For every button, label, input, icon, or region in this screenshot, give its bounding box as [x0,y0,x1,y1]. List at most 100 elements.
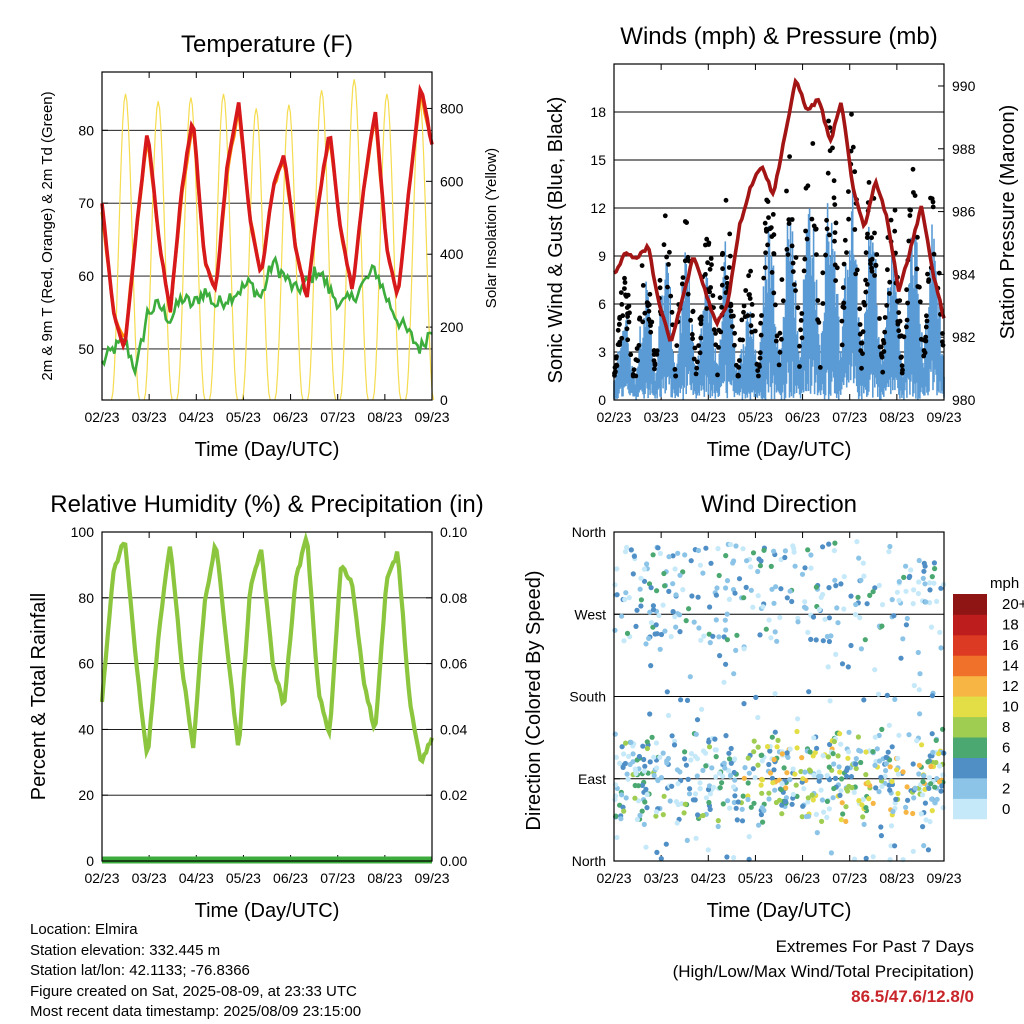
direction-point [814,830,820,836]
direction-point [741,775,747,781]
direction-point [916,771,922,777]
direction-point [883,754,889,761]
direction-point [693,835,699,841]
direction-point [644,791,650,798]
direction-point [767,748,773,754]
direction-point [876,732,882,739]
y-right-tick-label: 0.04 [440,721,467,737]
gust-point [863,289,869,295]
gust-point [930,204,936,210]
gust-point [741,303,747,309]
direction-point [925,847,932,853]
direction-point [708,560,714,566]
direction-point [655,545,661,551]
direction-point [728,541,734,548]
direction-point [918,811,924,817]
gust-point [688,317,693,323]
direction-point [794,728,800,735]
direction-point [879,602,886,608]
direction-point [853,761,859,767]
direction-point [623,590,629,596]
gust-point [728,308,734,314]
gust-point [786,217,792,223]
direction-point [809,792,815,798]
direction-point [664,689,670,695]
gust-point [849,111,854,117]
direction-point [707,791,714,797]
gust-point [793,288,798,293]
y-tick-label: 9 [598,248,606,264]
direction-point [915,590,922,597]
location-text: Location: Elmira [30,921,138,938]
direction-point [644,805,650,811]
gust-point [777,330,783,336]
gust-point [841,305,847,310]
gust-point [720,252,725,257]
direction-point [826,638,833,645]
gust-point [846,189,851,195]
plot-frame [101,531,433,862]
direction-point [832,540,838,546]
y-tick-label: North [572,524,606,540]
gust-point [741,309,746,315]
y-right-tick-label: 984 [952,266,976,282]
colorbar-swatch [953,716,987,738]
direction-point [826,777,833,783]
x-tick-label: 05/23 [226,870,261,886]
direction-point [687,674,693,680]
direction-point [863,772,869,778]
direction-point [861,573,867,579]
gust-point [646,308,652,314]
direction-point [916,687,922,693]
gust-point [748,323,754,329]
direction-point [885,749,891,755]
direction-point [707,604,713,610]
direction-point [828,850,835,856]
gust-point [647,291,653,297]
direction-point [719,780,725,786]
gust-point [764,228,769,234]
gust-point [802,256,808,262]
direction-point [845,788,851,794]
gust-point [696,343,701,348]
direction-point [753,694,759,701]
direction-point [916,557,922,564]
direction-point [830,795,836,801]
direction-point [672,614,678,620]
direction-point [614,834,620,841]
direction-point [706,739,712,745]
gust-point [940,342,946,348]
direction-point [769,586,775,592]
direction-point [627,761,633,768]
direction-point [740,546,746,552]
direction-point [910,848,916,855]
direction-point [846,783,852,789]
direction-point [802,599,808,605]
direction-point [938,585,944,591]
direction-point [772,691,778,697]
gust-point [852,169,858,175]
gust-point [682,258,688,264]
gust-point [895,321,901,327]
direction-point [820,591,826,598]
direction-point [639,782,646,789]
direction-point [820,753,826,759]
direction-point [736,576,743,582]
direction-point [731,769,737,776]
gust-point [815,298,821,303]
gust-point [747,296,753,301]
direction-point [685,776,691,783]
direction-point [662,628,668,634]
direction-point [865,779,871,786]
direction-point [638,603,644,609]
direction-point [816,606,823,613]
direction-point [772,629,778,635]
direction-point [872,667,878,673]
extremes-subtitle: (High/Low/Max Wind/Total Precipitation) [672,962,974,981]
direction-point [787,777,793,783]
direction-point [833,583,839,589]
x-axis-label: Time (Day/UTC) [195,439,340,461]
direction-point [838,788,844,794]
direction-point [848,642,854,649]
gust-point [672,367,678,372]
